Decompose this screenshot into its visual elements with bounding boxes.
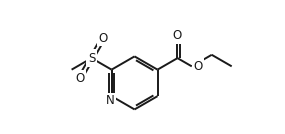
Text: O: O [173,29,182,42]
Text: N: N [106,94,115,107]
Text: O: O [193,60,202,73]
Text: O: O [76,72,85,85]
Text: O: O [99,32,108,45]
Text: S: S [88,52,95,65]
